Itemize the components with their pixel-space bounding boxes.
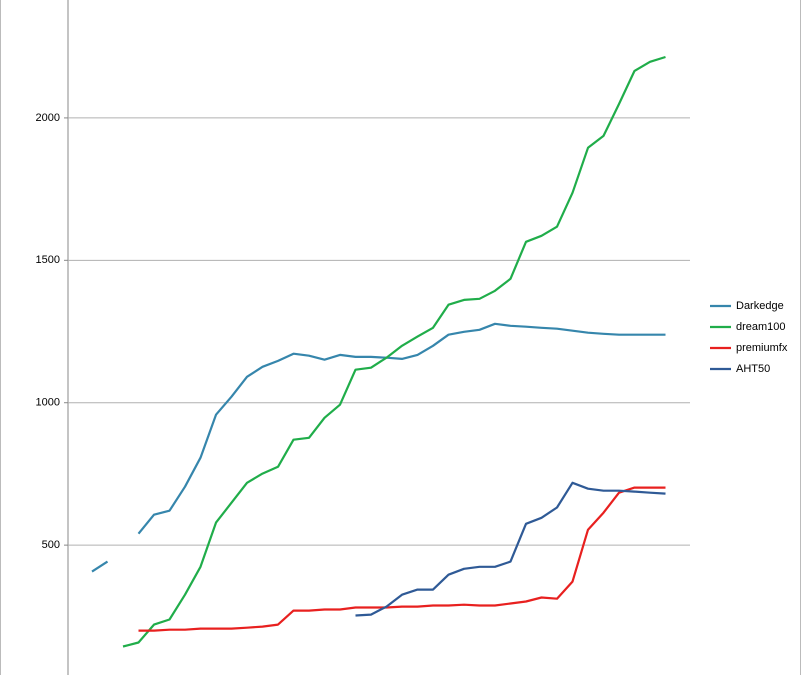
legend-label: Darkedge: [736, 300, 784, 312]
y-tick-label: 500: [42, 539, 60, 551]
y-tick-label: 1000: [36, 397, 60, 409]
line-series: [355, 481, 666, 617]
legend-label: dream100: [736, 321, 786, 333]
legend-label: AHT50: [736, 363, 770, 375]
y-tick-label: 2000: [36, 112, 60, 124]
legend-label: premiumfx: [736, 342, 788, 354]
line-series: [138, 486, 666, 632]
y-tick-label: 1500: [36, 254, 60, 266]
line-series: [91, 322, 666, 573]
line-series: [122, 55, 666, 648]
